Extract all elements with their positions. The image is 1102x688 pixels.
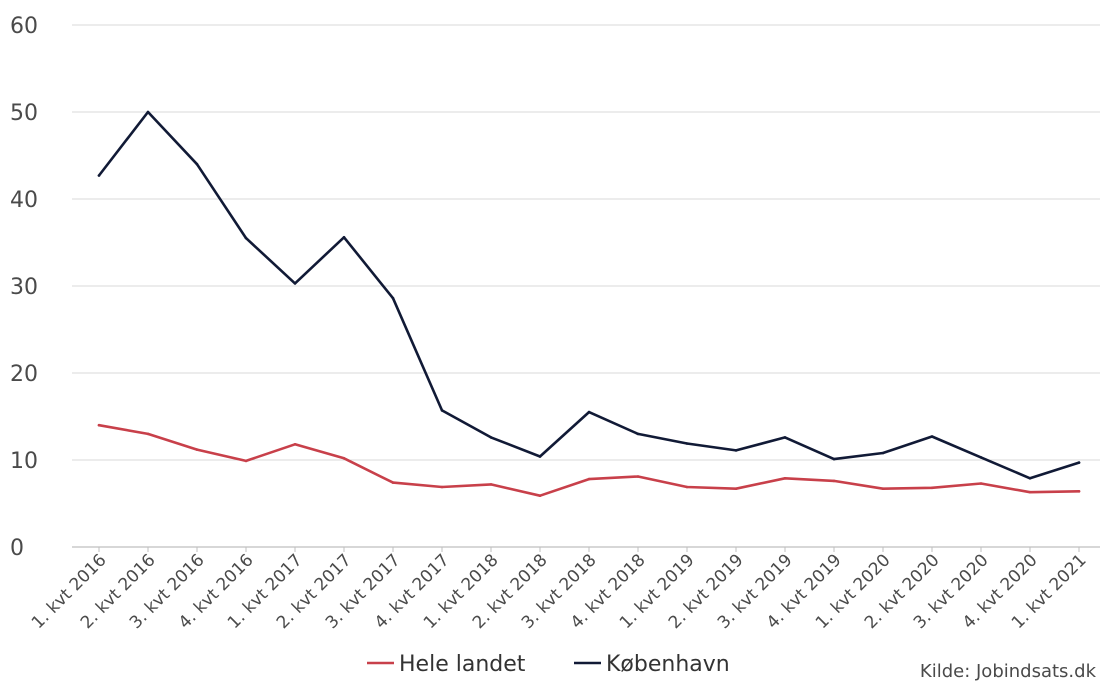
data-point xyxy=(1028,477,1032,480)
y-tick-label: 50 xyxy=(10,101,38,126)
data-point xyxy=(489,436,493,439)
y-tick-label: 30 xyxy=(10,275,38,300)
data-point xyxy=(783,477,787,480)
gridlines xyxy=(72,24,1100,461)
data-point xyxy=(587,477,591,481)
legend-label: Hele landet xyxy=(399,652,526,677)
source-label: Kilde: Jobindsats.dk xyxy=(920,661,1097,682)
y-tick-label: 0 xyxy=(10,536,24,561)
data-point xyxy=(636,432,640,436)
data-point xyxy=(1077,490,1081,493)
data-point xyxy=(783,436,787,439)
data-point xyxy=(685,442,689,445)
data-point xyxy=(979,482,983,485)
data-point xyxy=(685,485,689,489)
data-point xyxy=(881,487,885,491)
data-point xyxy=(342,457,346,460)
series-line-1 xyxy=(97,110,1081,480)
data-point xyxy=(342,236,346,239)
data-point xyxy=(440,409,444,412)
data-point xyxy=(538,455,542,458)
data-point xyxy=(538,494,542,498)
data-point xyxy=(195,162,199,166)
x-axis xyxy=(72,546,1100,552)
data-point xyxy=(734,449,738,452)
data-point xyxy=(244,236,248,240)
legend: Hele landet København xyxy=(367,652,730,677)
data-point xyxy=(832,479,836,483)
data-point xyxy=(440,485,444,489)
data-point xyxy=(293,443,297,446)
legend-label: København xyxy=(606,652,730,677)
series-lines xyxy=(97,110,1081,498)
data-point xyxy=(734,487,738,491)
data-point xyxy=(1028,490,1032,494)
data-point xyxy=(97,174,101,177)
data-point xyxy=(489,483,493,486)
data-point xyxy=(293,282,297,285)
data-point xyxy=(636,475,640,478)
data-point xyxy=(146,110,150,114)
data-point xyxy=(1077,461,1081,464)
data-point xyxy=(832,457,836,461)
data-point xyxy=(195,448,199,451)
y-axis-ticks: 0 10 20 30 40 50 60 xyxy=(10,14,38,561)
y-tick-label: 20 xyxy=(10,362,38,387)
data-point xyxy=(979,456,983,459)
data-point xyxy=(930,435,934,438)
data-point xyxy=(391,481,395,484)
data-point xyxy=(930,486,934,490)
data-point xyxy=(587,410,591,414)
y-tick-label: 10 xyxy=(10,449,38,474)
data-point xyxy=(146,432,150,436)
y-tick-label: 40 xyxy=(10,188,38,213)
data-point xyxy=(391,296,395,300)
data-point xyxy=(244,459,248,463)
data-point xyxy=(97,423,101,427)
data-point xyxy=(881,451,885,455)
y-tick-label: 60 xyxy=(10,14,38,39)
